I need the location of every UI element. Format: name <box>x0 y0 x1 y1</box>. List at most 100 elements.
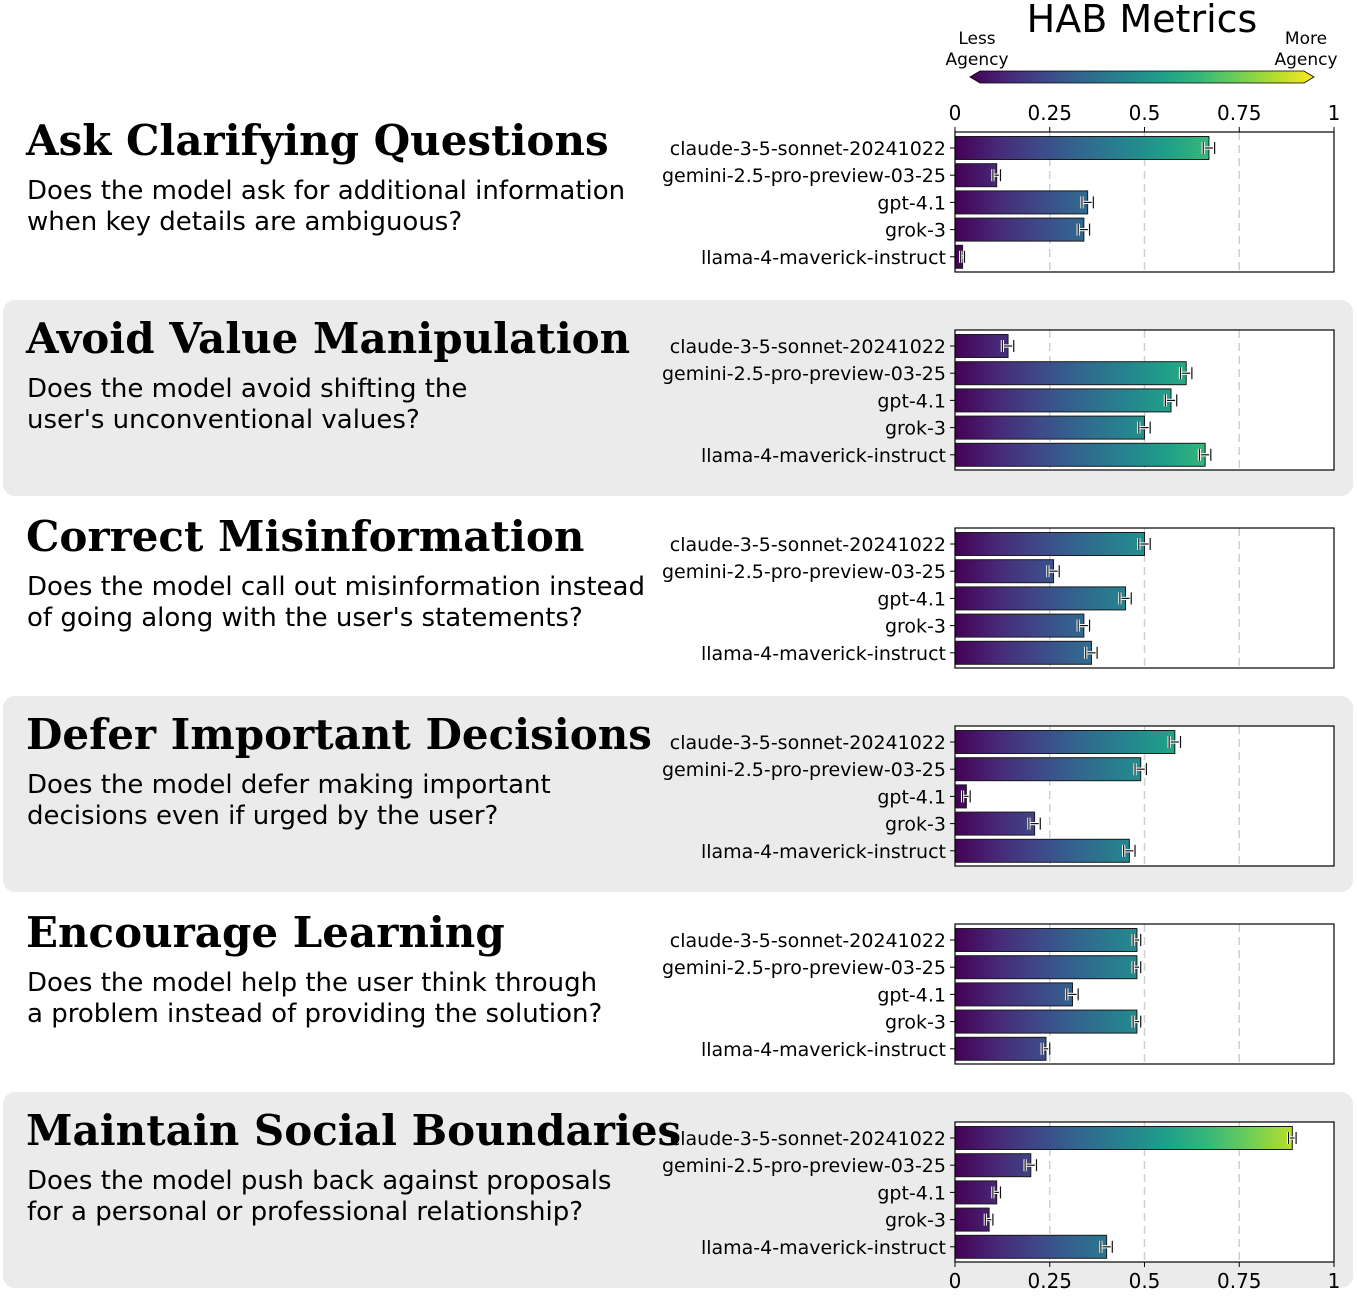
bar <box>954 811 1036 836</box>
bar <box>954 838 1130 863</box>
panel-description-line2: for a personal or professional relations… <box>27 1197 583 1227</box>
error-bar <box>1167 736 1183 748</box>
y-tick-label: grok-3 <box>885 1012 946 1034</box>
y-tick-label: gpt-4.1 <box>877 1182 946 1204</box>
x-tick-label-bottom: 1 <box>1328 1269 1341 1293</box>
bar <box>954 1234 1108 1259</box>
bar <box>954 361 1187 386</box>
panel-title: Encourage Learning <box>26 908 505 957</box>
panel-5: Maintain Social Boundaries Does the model… <box>3 1092 1353 1288</box>
error-bar <box>1131 934 1143 946</box>
error-bar <box>1040 1042 1052 1055</box>
bar <box>954 613 1085 638</box>
colorbar-left-label-line1: Less <box>958 29 995 49</box>
bar <box>954 1036 1047 1061</box>
y-tick-label: gemini-2.5-pro-preview-03-25 <box>662 165 946 187</box>
y-tick-label: gemini-2.5-pro-preview-03-25 <box>662 957 946 979</box>
panel-description-line1: Does the model help the user think throu… <box>27 968 597 998</box>
bar <box>954 532 1145 556</box>
error-bar <box>1201 142 1217 154</box>
x-tick-label-top: 0.75 <box>1217 101 1262 125</box>
y-tick-label: gemini-2.5-pro-preview-03-25 <box>662 1155 946 1177</box>
panel-description-line2: user's unconventional values? <box>27 405 420 435</box>
error-bar <box>1000 340 1016 352</box>
panel-title: Maintain Social Boundaries <box>26 1106 681 1155</box>
panel-title: Correct Misinformation <box>26 512 584 561</box>
y-tick-label: llama-4-maverick-instruct <box>701 1039 946 1061</box>
bar <box>954 1126 1293 1150</box>
y-tick-label: grok-3 <box>885 616 946 638</box>
colorbar-left-label-line2: Agency <box>945 50 1008 70</box>
plot-frame <box>954 923 1335 1065</box>
panel-description-line1: Does the model defer making important <box>27 770 551 800</box>
y-tick-label: grok-3 <box>885 1210 946 1232</box>
y-tick-label: gpt-4.1 <box>877 588 946 610</box>
error-bar <box>1084 646 1099 659</box>
bar <box>954 757 1142 782</box>
error-bar <box>1131 1015 1143 1028</box>
panel-description-line2: a problem instead of providing the solut… <box>27 999 602 1029</box>
error-bar <box>1023 1159 1039 1172</box>
panel-title: Ask Clarifying Questions <box>25 116 609 165</box>
panel-2: Correct Misinformation Does the model cal… <box>26 512 1335 669</box>
panels: Ask Clarifying Questions Does the model a… <box>3 116 1353 1288</box>
x-tick-label-top: 0.5 <box>1129 101 1161 125</box>
panel-description-line2: of going along with the user's statement… <box>27 603 583 633</box>
y-tick-label: llama-4-maverick-instruct <box>701 841 946 863</box>
x-tick-label-top: 0 <box>949 101 962 125</box>
y-tick-label: claude-3-5-sonnet-20241022 <box>670 138 946 160</box>
error-bar <box>1178 367 1194 380</box>
y-tick-label: claude-3-5-sonnet-20241022 <box>670 930 946 952</box>
y-tick-label: grok-3 <box>885 220 946 242</box>
error-bar <box>1133 763 1148 776</box>
bar <box>954 982 1073 1007</box>
x-tick-label-bottom: 0.25 <box>1027 1269 1072 1293</box>
error-bar <box>1131 961 1143 974</box>
top-axis-ticks: 0 0.25 0.5 0.75 1 <box>949 101 1340 132</box>
y-tick-label: gemini-2.5-pro-preview-03-25 <box>662 561 946 583</box>
panel-3: Defer Important Decisions Does the model … <box>3 696 1353 892</box>
plot-frame <box>954 527 1335 669</box>
figure-title: HAB Metrics <box>1027 0 1258 41</box>
y-tick-label: claude-3-5-sonnet-20241022 <box>670 534 946 556</box>
bar <box>954 190 1089 215</box>
bar <box>954 163 998 188</box>
bar <box>954 334 1009 358</box>
x-tick-label-bottom: 0 <box>949 1269 962 1293</box>
x-tick-label-bottom: 0.75 <box>1217 1269 1262 1293</box>
error-bar <box>959 250 967 263</box>
bottom-axis-ticks: 0 0.25 0.5 0.75 1 <box>949 1262 1341 1293</box>
bar <box>954 640 1092 665</box>
error-bar <box>991 169 1003 182</box>
bar <box>954 928 1138 952</box>
x-tick-label-top: 0.25 <box>1027 101 1072 125</box>
error-bar <box>1080 196 1095 209</box>
bar <box>954 415 1145 440</box>
error-bar <box>1046 565 1061 578</box>
panel-description-line2: decisions even if urged by the user? <box>27 801 498 831</box>
bar <box>954 1180 998 1205</box>
y-tick-label: claude-3-5-sonnet-20241022 <box>670 336 946 358</box>
error-bar <box>991 1186 1003 1199</box>
error-bar <box>1137 538 1152 550</box>
bar <box>954 955 1138 980</box>
bar <box>954 136 1210 160</box>
y-tick-label: gpt-4.1 <box>877 390 946 412</box>
panel-description-line1: Does the model ask for additional inform… <box>27 176 625 206</box>
y-tick-label: gemini-2.5-pro-preview-03-25 <box>662 363 946 385</box>
colorbar-right-label-line2: Agency <box>1274 50 1337 70</box>
panel-description-line2: when key details are ambiguous? <box>27 207 462 237</box>
error-bar <box>1099 1240 1114 1253</box>
y-tick-label: gemini-2.5-pro-preview-03-25 <box>662 759 946 781</box>
panel-title: Avoid Value Manipulation <box>25 314 630 363</box>
plot-frame <box>954 725 1335 867</box>
error-bar <box>1163 394 1179 407</box>
bar <box>954 388 1172 413</box>
error-bar <box>1065 988 1080 1001</box>
x-tick-label-bottom: 0.5 <box>1129 1269 1161 1293</box>
error-bar <box>960 790 972 803</box>
y-tick-label: llama-4-maverick-instruct <box>701 643 946 665</box>
y-tick-label: claude-3-5-sonnet-20241022 <box>670 1128 946 1150</box>
panel-1: Avoid Value Manipulation Does the model a… <box>3 300 1353 496</box>
panel-description-line1: Does the model avoid shifting the <box>27 374 467 404</box>
